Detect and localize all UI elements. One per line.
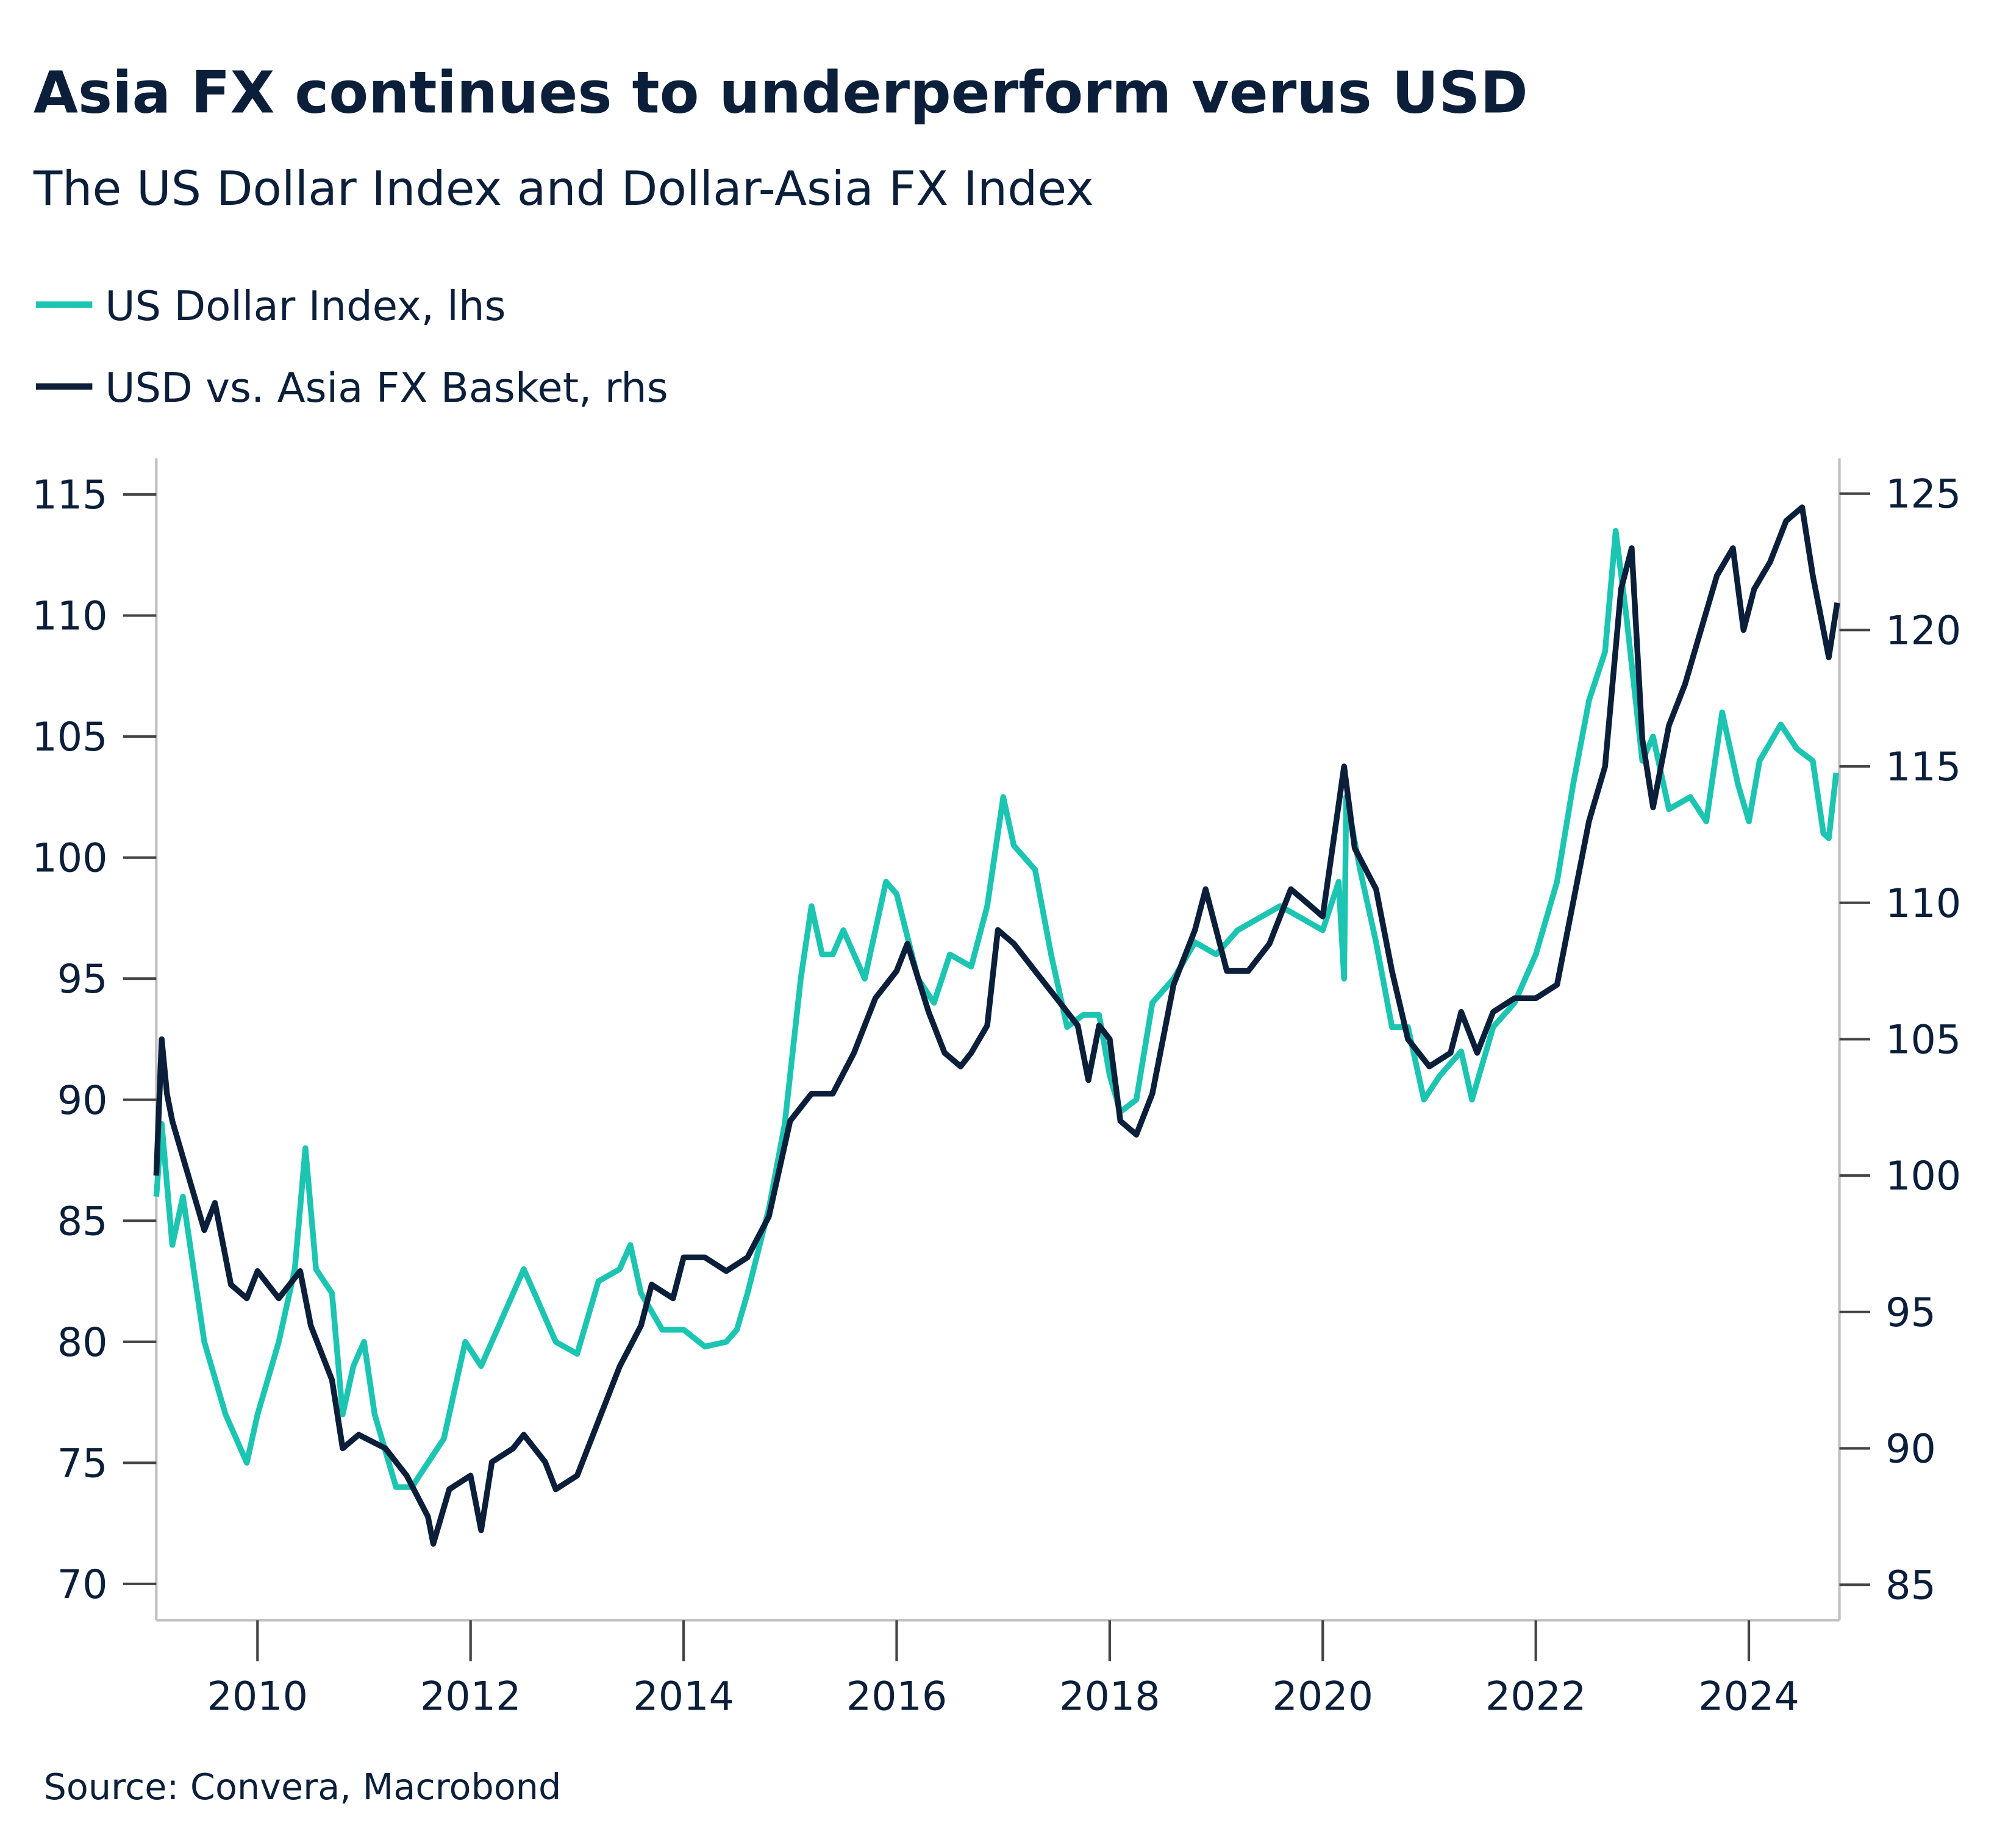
left-tick-label: 115 bbox=[32, 473, 107, 518]
right-tick-label: 100 bbox=[1885, 1154, 1961, 1199]
x-tick-label: 2020 bbox=[1273, 1674, 1374, 1719]
x-tick-label: 2018 bbox=[1059, 1674, 1160, 1719]
left-tick-label: 95 bbox=[57, 957, 108, 1002]
x-tick-label: 2024 bbox=[1698, 1674, 1799, 1719]
right-tick-label: 95 bbox=[1885, 1290, 1936, 1336]
series-line-asia-basket bbox=[153, 504, 1840, 1547]
series-line-usd-index bbox=[153, 527, 1840, 1490]
right-tick-label: 90 bbox=[1885, 1427, 1936, 1472]
axes: 115 110 105 100 95 90 85 80 75 70 125 120 115 110 105 1… bbox=[32, 458, 1961, 1719]
chart-subtitle: The US Dollar Index and Dollar-Asia FX I… bbox=[33, 162, 1094, 216]
legend: US Dollar Index, lhs USD vs. Asia FX Bas… bbox=[36, 282, 668, 412]
right-tick-label: 115 bbox=[1885, 744, 1961, 790]
right-tick-label: 125 bbox=[1885, 472, 1961, 518]
left-tick-label: 100 bbox=[32, 836, 107, 882]
series-lines bbox=[153, 504, 1840, 1547]
x-tick-label: 2016 bbox=[846, 1674, 948, 1719]
legend-label-asia-basket: USD vs. Asia FX Basket, rhs bbox=[105, 364, 668, 412]
x-tick-label: 2010 bbox=[207, 1674, 309, 1719]
left-tick-label: 80 bbox=[57, 1320, 108, 1366]
left-tick-label: 70 bbox=[57, 1562, 108, 1608]
legend-label-usd-index: US Dollar Index, lhs bbox=[105, 282, 506, 330]
chart-title: Asia FX continues to underperform verus … bbox=[34, 60, 1528, 127]
right-tick-label: 85 bbox=[1885, 1563, 1936, 1608]
x-tick-label: 2022 bbox=[1485, 1674, 1587, 1719]
x-tick-label: 2014 bbox=[633, 1674, 734, 1719]
left-tick-label: 90 bbox=[57, 1078, 108, 1124]
left-tick-label: 75 bbox=[57, 1441, 108, 1486]
x-tick-label: 2012 bbox=[420, 1674, 521, 1719]
right-tick-label: 120 bbox=[1885, 608, 1961, 654]
right-tick-label: 110 bbox=[1885, 881, 1961, 927]
left-tick-label: 85 bbox=[57, 1199, 108, 1244]
left-tick-label: 110 bbox=[32, 594, 107, 640]
right-tick-label: 105 bbox=[1885, 1018, 1961, 1063]
source-note: Source: Convera, Macrobond bbox=[44, 1766, 562, 1808]
left-tick-label: 105 bbox=[32, 715, 107, 760]
